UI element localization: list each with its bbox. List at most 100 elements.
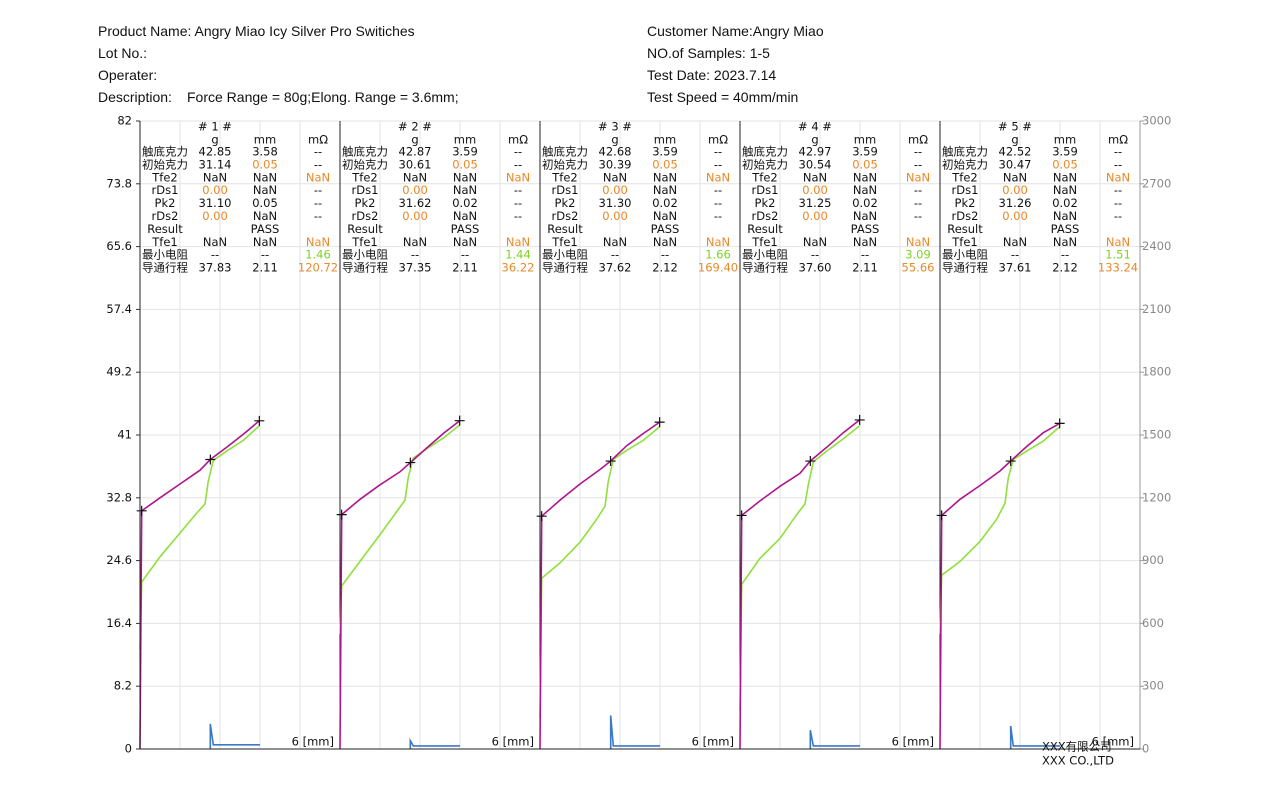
table-cell: NaN [706, 170, 730, 184]
table-cell: 0.05 [252, 157, 278, 171]
test-speed: Test Speed = 40mm/min [647, 89, 799, 105]
table-cell: 42.97 [799, 145, 832, 159]
table-cell: -- [611, 248, 619, 262]
table-cell: -- [714, 196, 722, 210]
x-axis-label: 6 [mm] [1092, 735, 1134, 749]
table-cell: rDs1 [752, 183, 779, 197]
table-cell: 0.02 [452, 196, 478, 210]
table-cell: rDs2 [952, 209, 979, 223]
table-cell: -- [211, 248, 219, 262]
table-cell: NaN [253, 209, 277, 223]
table-cell: -- [314, 145, 322, 159]
y-tick-label: 65.6 [106, 239, 132, 253]
table-cell: -- [714, 183, 722, 197]
table-cell: 初始克力 [742, 157, 788, 171]
lot-no: Lot No.: [98, 45, 148, 61]
table-cell: 3.59 [852, 145, 878, 159]
table-cell: NaN [906, 170, 930, 184]
table-cell: Tfe1 [751, 235, 777, 249]
table-cell: -- [714, 157, 722, 171]
table-cell: Result [147, 222, 183, 236]
marker-cross [205, 454, 216, 465]
table-cell: rDs2 [552, 209, 579, 223]
table-cell: NaN [453, 170, 477, 184]
table-cell: 最小电阻 [342, 248, 388, 262]
table-cell: NaN [653, 170, 677, 184]
table-cell: -- [514, 145, 522, 159]
table-cell: NaN [453, 183, 477, 197]
table-cell: 0.02 [652, 196, 678, 210]
table-cell: 37.35 [399, 261, 432, 275]
table-cell: 导通行程 [342, 261, 388, 275]
table-cell: NaN [253, 183, 277, 197]
marker-cross [1054, 418, 1065, 429]
table-cell: -- [314, 209, 322, 223]
table-cell: NaN [203, 170, 227, 184]
table-cell: -- [914, 157, 922, 171]
table-cell: 0.02 [852, 196, 878, 210]
table-cell: 触底克力 [542, 145, 588, 159]
x-axis-label: 6 [mm] [692, 735, 734, 749]
resistance-curve [409, 737, 460, 749]
table-cell: NaN [1003, 235, 1027, 249]
y-tick-label: 73.8 [106, 176, 132, 190]
table-cell: -- [314, 183, 322, 197]
table-cell: 37.83 [199, 261, 232, 275]
table-cell: 0.00 [1002, 209, 1028, 223]
table-cell: -- [861, 248, 869, 262]
table-header: g [211, 133, 218, 147]
table-cell: 42.68 [599, 145, 632, 159]
table-cell: 导通行程 [742, 261, 788, 275]
table-cell: NaN [1106, 235, 1130, 249]
table-cell: 触底克力 [742, 145, 788, 159]
table-header: g [811, 133, 818, 147]
table-header: mΩ [708, 133, 728, 147]
table-cell: 0.00 [402, 209, 428, 223]
description: Force Range = 80g;Elong. Range = 3.6mm; [187, 89, 459, 105]
y-tick-label: 24.6 [106, 553, 132, 567]
table-cell: -- [514, 196, 522, 210]
table-cell: rDs1 [552, 183, 579, 197]
resistance-curve [1009, 725, 1060, 749]
marker-cross [736, 510, 747, 521]
table-cell: Result [747, 222, 783, 236]
table-cell: Tfe2 [551, 170, 577, 184]
marker-cross [805, 456, 816, 467]
table-cell: 1.46 [305, 248, 331, 262]
table-cell: 31.62 [399, 196, 432, 210]
table-cell: 3.59 [652, 145, 678, 159]
table-cell: 1.51 [1105, 248, 1131, 262]
table-cell: -- [514, 209, 522, 223]
table-cell: 37.62 [599, 261, 632, 275]
table-cell: NaN [306, 235, 330, 249]
table-header: g [1011, 133, 1018, 147]
table-cell: PASS [1051, 222, 1080, 236]
y2-tick-label: 1200 [1142, 490, 1171, 504]
table-cell: -- [1011, 248, 1019, 262]
table-cell: NaN [853, 209, 877, 223]
table-cell: 初始克力 [942, 157, 988, 171]
table-cell: NaN [853, 183, 877, 197]
table-cell: 初始克力 [542, 157, 588, 171]
table-cell: NaN [306, 170, 330, 184]
table-cell: 最小电阻 [942, 248, 988, 262]
table-cell: 42.87 [399, 145, 432, 159]
table-cell: NaN [1053, 170, 1077, 184]
table-cell: -- [314, 157, 322, 171]
table-cell: 31.10 [199, 196, 232, 210]
y-tick-label: 82 [117, 114, 132, 128]
table-cell: rDs1 [152, 183, 179, 197]
table-cell: 37.60 [799, 261, 832, 275]
y-tick-label: 16.4 [106, 616, 132, 630]
table-cell: -- [1114, 183, 1122, 197]
table-cell: 55.66 [902, 261, 935, 275]
table-cell: NaN [1003, 170, 1027, 184]
resistance-curve [209, 723, 260, 749]
table-cell: 31.14 [199, 157, 232, 171]
y-tick-label: 41 [117, 428, 132, 442]
table-cell: NaN [403, 170, 427, 184]
marker-cross [336, 509, 347, 520]
table-cell: 0.02 [1052, 196, 1078, 210]
